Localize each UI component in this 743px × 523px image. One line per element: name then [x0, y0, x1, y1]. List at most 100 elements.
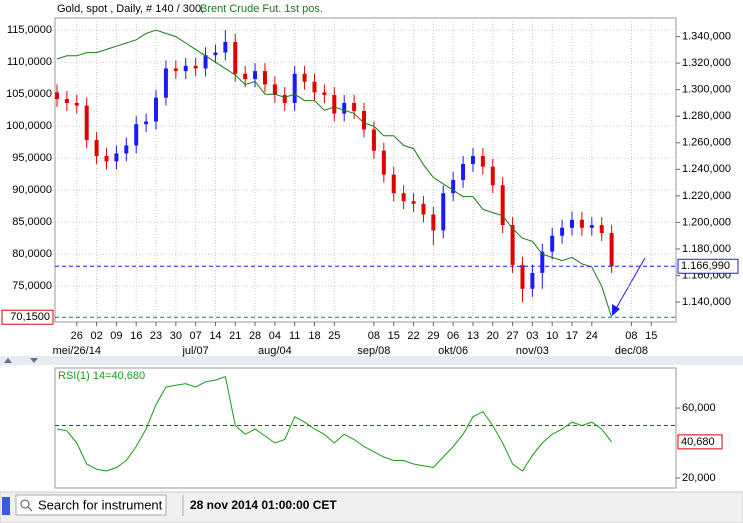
y2-tick-label: 1.200,000 [682, 216, 731, 228]
candle-body [540, 251, 545, 273]
candle-body [599, 225, 604, 234]
candle-body [94, 140, 99, 157]
candle-body [381, 150, 386, 175]
candle-body [213, 52, 218, 56]
x-tick-label: 08 [625, 330, 637, 342]
main-plot-frame [54, 17, 677, 323]
search-box[interactable] [15, 494, 167, 516]
y2-tick-label: 1.220,000 [682, 190, 731, 202]
x-tick-label: 30 [170, 330, 182, 342]
candle-body [500, 185, 505, 226]
x-tick-label: 27 [506, 330, 518, 342]
splitter-arrow[interactable] [4, 358, 12, 363]
candle-body [510, 225, 515, 265]
x-tick-label: 17 [566, 330, 578, 342]
candle-body [431, 214, 436, 231]
y-tick-label: 100,0000 [6, 120, 52, 132]
x-tick-label: 03 [526, 330, 538, 342]
candle-body [332, 94, 337, 114]
y2-tick-label: 1.260,000 [682, 137, 731, 149]
last-value-label: 70,1500 [10, 311, 50, 323]
candle-body [124, 145, 129, 154]
candle-body [411, 201, 416, 204]
candle-body [490, 166, 495, 186]
candle-body [144, 121, 149, 125]
last-value-label: 1.166,990 [681, 260, 730, 272]
y2-tick-label: 1.320,000 [682, 57, 731, 69]
period-label: nov/03 [516, 345, 549, 357]
candle-body [570, 219, 575, 228]
last-value-box [677, 258, 739, 274]
candle-body [530, 272, 535, 289]
search-placeholder[interactable]: Search for instrument [38, 497, 163, 512]
candle-body [282, 94, 287, 103]
line-legend: Brent Crude Fut. 1st pos. [200, 3, 323, 15]
period-label: aug/04 [258, 345, 292, 357]
rsi-title: RSI(1) 14=40,680 [58, 370, 145, 382]
search-icon [27, 506, 33, 512]
x-tick-label: 14 [209, 330, 221, 342]
y-tick-label: 95,0000 [12, 152, 52, 164]
x-tick-label: 20 [487, 330, 499, 342]
period-label: dec/08 [615, 345, 648, 357]
candle-body [451, 179, 456, 194]
candle-body [480, 156, 485, 167]
candle-body [134, 124, 139, 146]
y-tick-label: 105,0000 [6, 88, 52, 100]
period-label: sep/08 [357, 345, 390, 357]
y2-tick-label: 1.140,000 [682, 296, 731, 308]
candle-body [441, 193, 446, 231]
x-tick-label: 13 [467, 330, 479, 342]
x-tick-label: 24 [586, 330, 598, 342]
candle-body [461, 164, 466, 180]
last-value-box [677, 434, 723, 450]
candle-body [173, 68, 178, 72]
y-tick-label: 90,0000 [12, 184, 52, 196]
annotation-arrowhead [612, 304, 620, 316]
candle-body [104, 156, 109, 162]
candle-body [322, 92, 327, 95]
candle-body [74, 102, 79, 106]
candle-body [470, 156, 475, 165]
candle-body [421, 203, 426, 215]
candle-body [163, 68, 168, 98]
candle-body [520, 264, 525, 289]
y-tick-label: 85,0000 [12, 216, 52, 228]
candle-body [253, 71, 258, 80]
period-label: okt/06 [438, 345, 468, 357]
x-tick-label: 28 [249, 330, 261, 342]
candle-body [114, 153, 119, 162]
x-tick-label: 26 [71, 330, 83, 342]
y2-tick-label: 1.340,000 [682, 30, 731, 42]
x-tick-label: 23 [150, 330, 162, 342]
candle-body [579, 219, 584, 228]
panel-splitter[interactable] [0, 356, 743, 365]
x-tick-label: 15 [388, 330, 400, 342]
x-tick-label: 08 [368, 330, 380, 342]
x-tick-label: 21 [229, 330, 241, 342]
candle-body [54, 92, 59, 99]
splitter-arrow[interactable] [30, 358, 38, 363]
candle-body [262, 71, 267, 85]
candle-body [243, 73, 248, 80]
y2-tick-label: 1.300,000 [682, 84, 731, 96]
y2-tick-label: 1.180,000 [682, 243, 731, 255]
candle-body [302, 73, 307, 82]
x-tick-label: 07 [190, 330, 202, 342]
candle-body [223, 41, 228, 53]
candle-body [272, 84, 277, 95]
rsi-plot-frame [54, 367, 677, 489]
rsi-line [56, 375, 612, 472]
candle-body [560, 227, 565, 236]
toolbar-handle [2, 497, 10, 515]
last-value-box [1, 309, 54, 325]
search-icon [20, 499, 30, 509]
candle-body [154, 97, 159, 122]
period-label: jul/07 [181, 345, 208, 357]
y2-tick-label: 1.240,000 [682, 163, 731, 175]
y-tick-label: 110,0000 [7, 56, 52, 68]
y-tick-label: 115,0000 [7, 24, 52, 36]
x-tick-label: 06 [447, 330, 459, 342]
y2-tick-label: 1.280,000 [682, 110, 731, 122]
x-tick-label: 29 [427, 330, 439, 342]
